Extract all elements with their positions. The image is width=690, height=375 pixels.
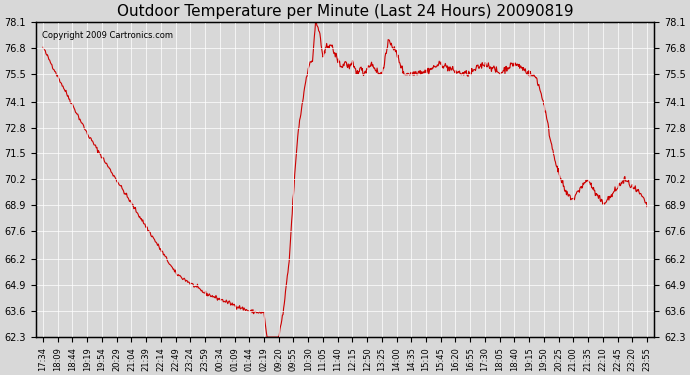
Text: Copyright 2009 Cartronics.com: Copyright 2009 Cartronics.com <box>42 31 172 40</box>
Title: Outdoor Temperature per Minute (Last 24 Hours) 20090819: Outdoor Temperature per Minute (Last 24 … <box>117 4 573 19</box>
